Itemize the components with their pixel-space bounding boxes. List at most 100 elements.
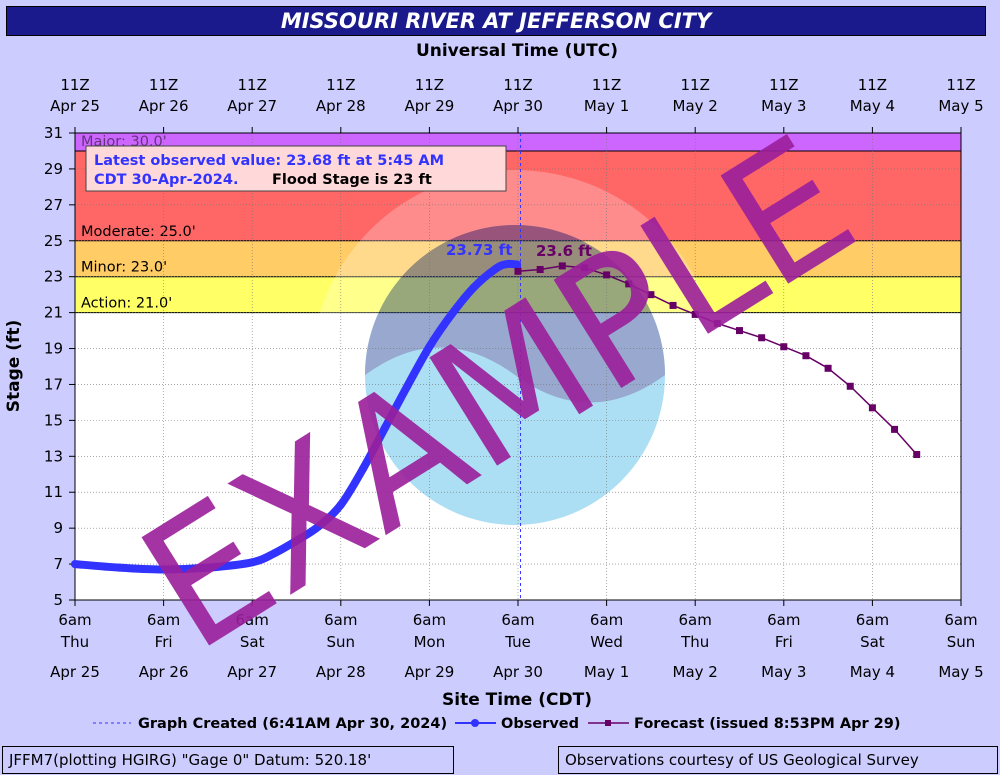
bottom-tick-label-day: Fri [775, 633, 793, 651]
y-tick-label: 27 [44, 196, 63, 214]
forecast-point [647, 291, 655, 299]
forecast-series [514, 262, 921, 459]
observed-point [314, 522, 323, 531]
observed-point [358, 464, 367, 473]
observations-credit: Observations courtesy of US Geological S… [558, 746, 998, 774]
forecast-point [669, 301, 677, 309]
y-tick-label: 7 [53, 555, 63, 573]
seal-inner-disc [365, 225, 665, 525]
bottom-tick-label-date: May 4 [850, 663, 895, 681]
bottom-tick-label-time: 6am [236, 611, 269, 629]
legend-created-label: Graph Created (6:41AM Apr 30, 2024) [138, 716, 447, 732]
bottom-tick-label-day: Fri [155, 633, 173, 651]
forecast-point [846, 382, 854, 390]
plot-area-border [74, 132, 962, 601]
forecast-point [736, 327, 743, 335]
top-tick-label-time: 11Z [858, 76, 887, 94]
forecast-point [625, 280, 633, 288]
top-tick-label-time: 11Z [238, 76, 267, 94]
top-tick-label-time: 11Z [946, 76, 975, 94]
band-action [75, 276, 961, 313]
x-axis-title: Site Time (CDT) [442, 690, 592, 710]
bottom-tick-label-date: Apr 26 [139, 663, 189, 681]
bottom-tick-label-time: 6am [944, 611, 977, 629]
forecast-point [691, 310, 699, 318]
forecast-point [824, 364, 832, 372]
top-tick-label-date: Apr 28 [316, 97, 366, 115]
observed-point [71, 560, 79, 569]
gage-datum-note: JFFM7(plotting HGIRG) "Gage 0" Datum: 52… [2, 746, 454, 774]
top-tick-label-time: 11Z [415, 76, 444, 94]
observed-point [502, 260, 511, 269]
y-tick-label: 23 [44, 268, 63, 286]
legend-observed-label: Observed [501, 716, 579, 732]
y-tick-label: 9 [53, 519, 63, 537]
latest-value-box [85, 145, 507, 192]
y-axis-title: Stage (ft) [4, 320, 24, 413]
bottom-tick-label-day: Tue [504, 633, 531, 651]
forecast-point [802, 352, 810, 360]
seal-outer-ring [310, 170, 720, 580]
forecast-peak-label: 23.6 ft [536, 242, 592, 260]
axis-ticks: 5 7 9 11 13 15 17 19 21 23 25 27 29 31 11Z Apr 25 11Z Apr… [44, 76, 984, 681]
bottom-tick-label-day: Thu [680, 633, 709, 651]
bottom-tick-label-date: May 2 [673, 663, 718, 681]
observed-peak-label: 23.73 ft [446, 241, 512, 259]
bottom-tick-label-time: 6am [413, 611, 446, 629]
top-tick-label-date: May 2 [673, 97, 718, 115]
observed-point [203, 563, 212, 572]
bottom-tick-label-time: 6am [590, 611, 623, 629]
bottom-tick-label-time: 6am [324, 611, 357, 629]
bottom-tick-label-date: Apr 30 [493, 663, 543, 681]
top-tick-label-time: 11Z [592, 76, 621, 94]
y-tick-label: 15 [44, 411, 63, 429]
flood-stage-note: Flood Stage is 23 ft [272, 172, 432, 188]
observed-point [292, 536, 301, 545]
bottom-tick-label-time: 6am [856, 611, 889, 629]
top-tick-label-time: 11Z [503, 76, 532, 94]
bottom-tick-label-date: May 1 [584, 663, 629, 681]
top-tick-label-date: May 4 [850, 97, 895, 115]
chart-legend: Graph Created (6:41AM Apr 30, 2024) Obse… [93, 716, 900, 732]
y-tick-label: 19 [44, 340, 63, 358]
legend-forecast-label: Forecast (issued 8:53PM Apr 29) [634, 716, 900, 732]
bottom-tick-label-time: 6am [147, 611, 180, 629]
bottom-tick-label-day: Wed [590, 633, 623, 651]
noaa-seal-watermark [310, 170, 720, 580]
bottom-tick-label-day: Sun [947, 633, 976, 651]
top-tick-label-time: 11Z [326, 76, 355, 94]
bottom-tick-label-time: 6am [58, 611, 91, 629]
y-tick-label: 13 [44, 447, 63, 465]
bottom-tick-label-date: May 5 [938, 663, 983, 681]
legend-forecast-marker [605, 720, 611, 726]
bottom-tick-label-day: Mon [414, 633, 446, 651]
observed-point [336, 500, 345, 509]
bottom-tick-label-day: Sat [240, 633, 265, 651]
bottom-tick-label-date: Apr 28 [316, 663, 366, 681]
top-tick-label-date: May 3 [761, 97, 806, 115]
forecast-point [603, 271, 611, 279]
forecast-point [536, 266, 544, 274]
bottom-tick-label-time: 6am [501, 611, 534, 629]
bottom-tick-label-date: Apr 25 [50, 663, 100, 681]
bottom-tick-label-date: Apr 29 [404, 663, 454, 681]
top-tick-label-time: 11Z [149, 76, 178, 94]
y-tick-label: 25 [44, 232, 63, 250]
bottom-tick-label-date: Apr 27 [227, 663, 277, 681]
bottom-tick-label-time: 6am [767, 611, 800, 629]
band-label-minor: Minor: 23.0' [81, 260, 167, 276]
observed-point [469, 283, 478, 292]
bottom-tick-label-date: May 3 [761, 663, 806, 681]
y-tick-label: 5 [53, 591, 63, 609]
y-tick-label: 11 [44, 483, 63, 501]
top-tick-label-date: Apr 25 [50, 97, 100, 115]
top-tick-label-time: 11Z [769, 76, 798, 94]
forecast-point [580, 264, 588, 272]
y-tick-label: 17 [44, 375, 63, 393]
forecast-point [758, 334, 766, 342]
latest-value-line1: Latest observed value: 23.68 ft at 5:45 … [94, 153, 444, 169]
observed-point [381, 423, 390, 432]
bottom-tick-label-day: Sat [860, 633, 885, 651]
